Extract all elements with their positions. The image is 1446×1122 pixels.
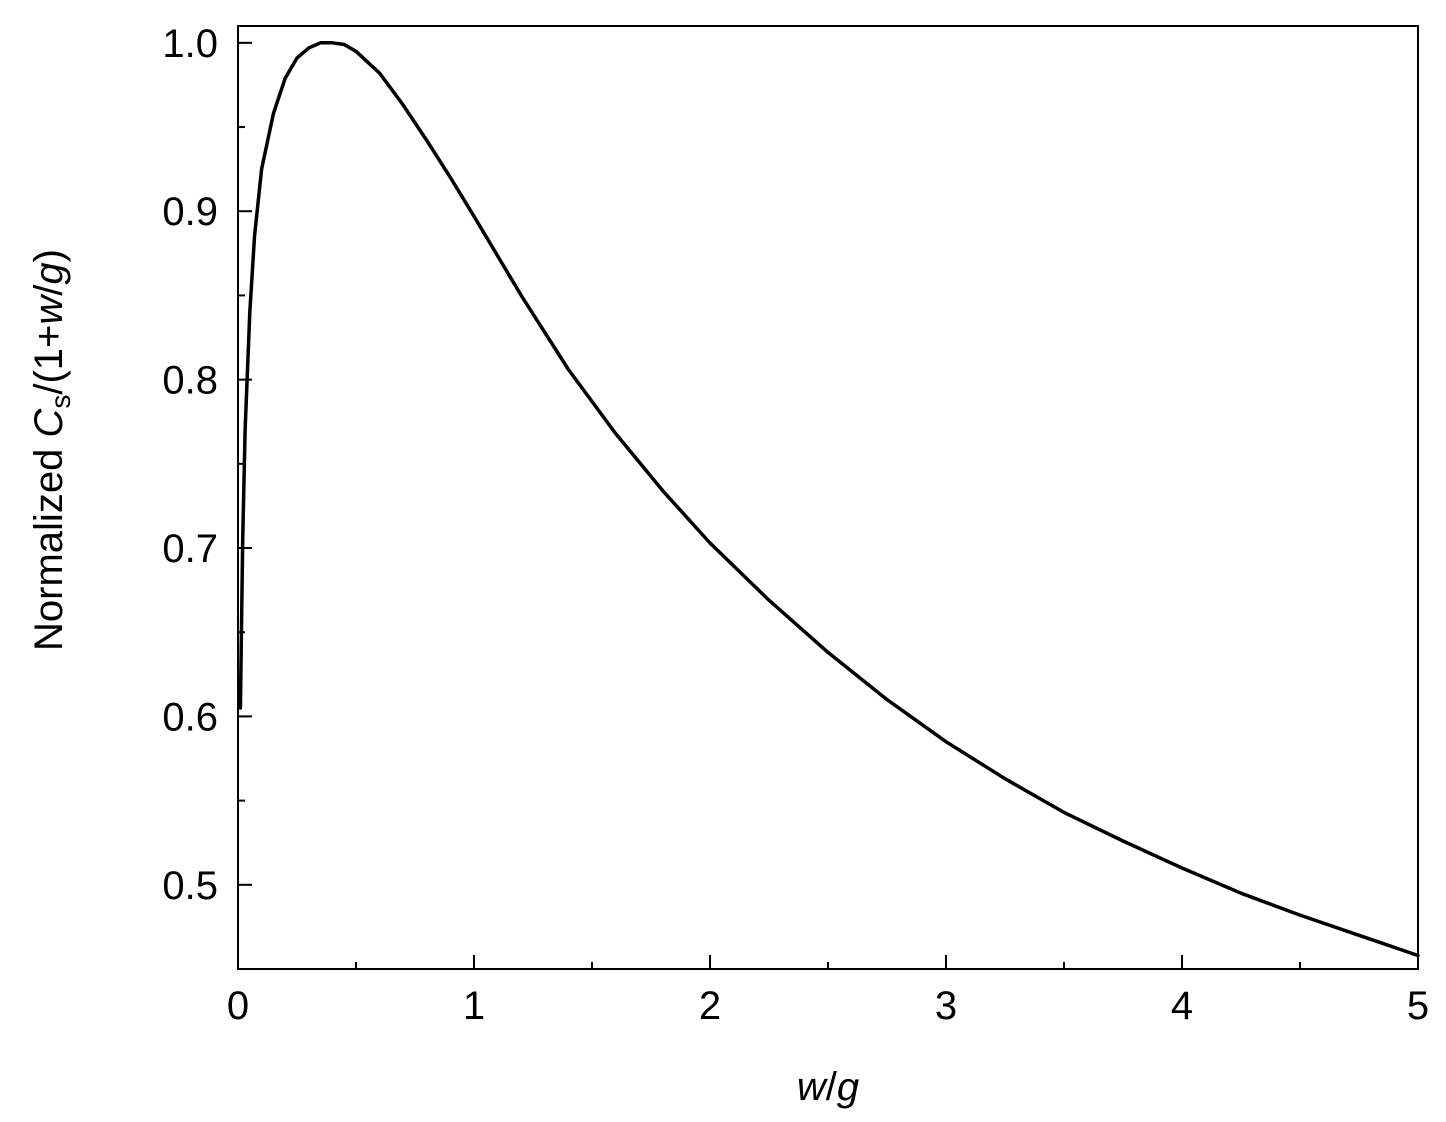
y-tick-label: 0.6: [162, 695, 218, 739]
plot-frame: [237, 25, 1419, 970]
y-axis-label: Normalized Cs/(1+w/g): [27, 249, 76, 651]
data-series-line: [238, 41, 1420, 958]
x-tick-label: 1: [463, 984, 485, 1028]
x-tick-label: 3: [935, 984, 957, 1028]
y-tick-label: 0.5: [162, 864, 218, 908]
y-tick-label: 0.7: [162, 527, 218, 571]
y-tick-label: 0.8: [162, 359, 218, 403]
x-tick-label: 2: [699, 984, 721, 1028]
x-tick-label: 0: [227, 984, 249, 1028]
y-tick-label: 0.9: [162, 190, 218, 234]
x-tick-label: 4: [1171, 984, 1193, 1028]
x-axis-label: w/g: [797, 1065, 859, 1109]
x-tick-label: 5: [1407, 984, 1429, 1028]
axis-ticks: [237, 41, 1419, 969]
y-tick-label: 1.0: [162, 22, 218, 66]
tick-labels: 0 1 2 3 4 5 0.5 0.6 0.7 0.8 0.9 1.0: [162, 22, 1429, 1028]
